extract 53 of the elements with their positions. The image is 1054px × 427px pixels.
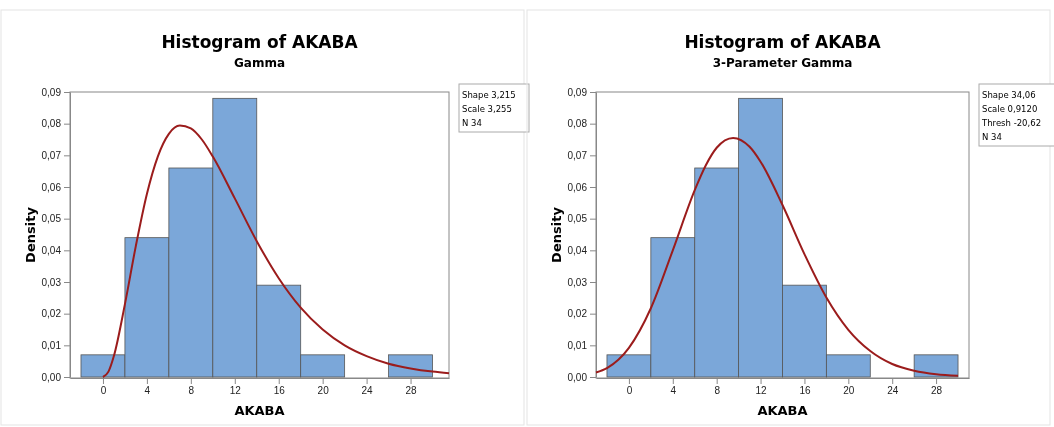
y-tick-label: 0,01 [567,340,588,352]
text: N 34 [982,132,1002,142]
text: N 34 [462,118,482,128]
text: Thresh -20,62 [981,118,1042,128]
x-tick-label: 12 [229,385,242,397]
text: Shape 34,06 [982,90,1036,100]
y-tick-label: 0,03 [567,276,588,288]
x-tick-label: 16 [799,385,811,397]
x-tick-label: 24 [361,385,374,397]
y-tick-label: 0,06 [41,181,62,193]
y-tick-label: 0,07 [567,150,588,162]
line-series [101,124,450,378]
y-tick-label: 0,05 [41,213,62,225]
y-tick-label: 0,01 [41,340,62,352]
text: Scale 3,255 [462,104,512,114]
chart-subtitle: Gamma [233,56,286,70]
x-tick-label: 28 [405,385,418,397]
y-axis-title: Density [23,206,38,263]
y-axis-title: Density [549,206,564,263]
x-tick-label: 24 [887,385,899,397]
y-tick-label: 0,00 [567,371,588,383]
x-tick-label: 12 [755,385,768,397]
x-tick-label: 20 [843,385,855,397]
y-tick-label: 0,02 [567,308,588,320]
x-tick-label: 4 [670,385,677,397]
y-tick-label: 0,00 [41,371,62,383]
text: Shape 3,215 [462,90,516,100]
x-tick-label: 4 [144,385,151,397]
y-tick-label: 0,08 [567,118,588,130]
y-tick-label: 0,02 [41,308,62,320]
y-tick-label: 0,04 [41,245,62,257]
y-tick-label: 0,08 [41,118,62,130]
y-tick-label: 0,03 [41,276,62,288]
y-tick-label: 0,09 [41,86,62,98]
line-series [595,136,960,377]
x-tick-label: 28 [931,385,943,397]
y-tick-label: 0,06 [567,181,588,193]
x-axis-title: AKABA [757,403,808,418]
text: Scale 0,9120 [982,104,1038,114]
x-axis-title: AKABA [234,403,285,418]
y-tick-label: 0,04 [567,245,588,257]
x-tick-label: 8 [188,385,195,397]
x-tick-label: 0 [626,385,633,397]
x-tick-label: 16 [273,385,286,397]
x-tick-label: 0 [100,385,107,397]
x-tick-label: 20 [317,385,330,397]
chart-subtitle: 3-Parameter Gamma [712,56,853,70]
chart-title: Histogram of AKABA [161,32,359,52]
x-tick-label: 8 [714,385,721,397]
chart-title: Histogram of AKABA [684,32,882,52]
y-tick-label: 0,07 [41,150,62,162]
y-tick-label: 0,05 [567,213,588,225]
y-tick-label: 0,09 [567,86,588,98]
